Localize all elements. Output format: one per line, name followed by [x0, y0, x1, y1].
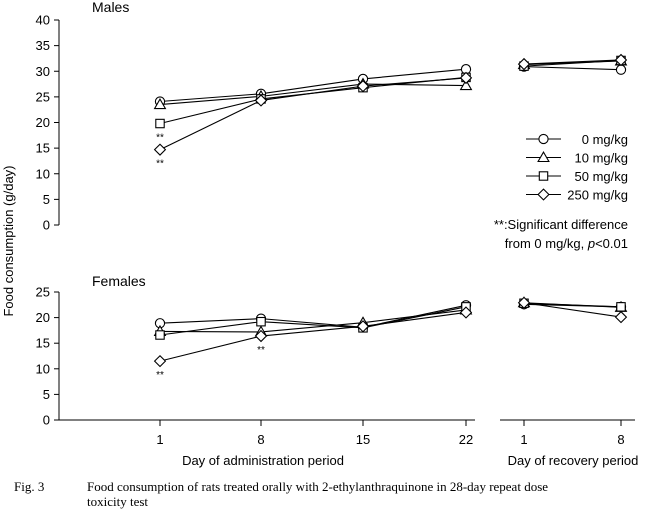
females-data-point-diamond: [614, 310, 628, 324]
males-panel: 0 5 10 15 20 25 30 35 40 Males ** **: [36, 0, 628, 233]
males-significance-mark: **: [156, 133, 164, 144]
legend-marker-triangle: [537, 150, 550, 163]
males-y-tick-label: 40: [36, 13, 50, 28]
significance-note-prefix: from 0 mg/kg,: [505, 236, 588, 251]
figure-label: Fig. 3: [14, 479, 45, 494]
legend: 0 mg/kg 10 mg/kg 50 mg/kg 250 mg/kg: [526, 132, 628, 203]
females-data-point-diamond: [517, 296, 531, 309]
females-y-tick-label: 20: [36, 310, 50, 325]
males-data-point-circle: [615, 64, 627, 75]
legend-label: 50 mg/kg: [575, 169, 628, 184]
females-data-point-square: [256, 316, 266, 327]
y-axis-label: Food consumption (g/day): [1, 165, 16, 316]
legend-marker-square: [538, 171, 549, 181]
males-significance-mark: **: [156, 159, 164, 170]
females-series-line-admin: [159, 309, 467, 333]
legend-label: 10 mg/kg: [575, 151, 628, 166]
x-tick-label: 15: [356, 432, 370, 447]
significance-note-threshold: <0.01: [595, 236, 628, 251]
significance-note-line1: **:Significant difference: [494, 217, 628, 232]
males-y-tick-label: 5: [43, 192, 50, 207]
males-data-point-diamond: [254, 94, 268, 107]
x-tick-label: 22: [459, 432, 473, 447]
males-y-tick-label: 20: [36, 115, 50, 130]
males-data-point-diamond: [614, 53, 628, 67]
x-tick-label: 1: [156, 432, 163, 447]
x-tick-label: 1: [520, 432, 527, 447]
females-series-line-admin: [159, 306, 467, 336]
legend-marker-circle: [538, 133, 549, 145]
males-data-point-square: [155, 118, 165, 129]
x-axis-label-administration: Day of administration period: [182, 453, 344, 468]
females-series-line-admin: [159, 311, 467, 362]
food-consumption-chart: 0 5 10 15 20 25 30 35 40 Males ** ** 0 5 10 15 20 25 Femal…: [1, 0, 639, 468]
males-data-point-triangle: [153, 98, 167, 110]
x-axis-label-recovery: Day of recovery period: [508, 453, 639, 468]
females-data-point-square: [155, 330, 165, 340]
females-data-point-diamond: [459, 306, 473, 319]
males-y-tick-label: 30: [36, 64, 50, 79]
males-data-point-triangle: [459, 79, 473, 91]
females-data-point-diamond: [254, 329, 268, 343]
females-panel: 0 5 10 15 20 25 Females ** **: [36, 273, 628, 428]
females-y-tick-label: 25: [36, 285, 50, 300]
females-y-tick-label: 5: [43, 387, 50, 402]
females-y-tick-label: 10: [36, 361, 50, 376]
figure-caption: Fig. 3 Food consumption of rats treated o…: [14, 479, 639, 509]
males-data-point-diamond: [459, 71, 473, 85]
x-tick-label: 8: [617, 432, 624, 447]
males-data-point-diamond: [517, 57, 531, 71]
females-series-line-recovery: [523, 302, 622, 308]
figure-caption-text-line2: toxicity test: [87, 494, 149, 509]
significance-note-text: :Significant difference: [504, 217, 628, 232]
males-series-line-admin: [159, 77, 467, 151]
males-series-line-recovery: [523, 59, 622, 65]
females-y-tick-label: 15: [36, 336, 50, 351]
males-y-tick-label: 15: [36, 141, 50, 156]
females-data-point-diamond: [153, 354, 167, 368]
females-series-line-recovery: [523, 302, 622, 318]
females-panel-title: Females: [92, 273, 146, 289]
males-data-point-diamond: [356, 79, 370, 93]
males-y-tick-label: 35: [36, 38, 50, 53]
males-series-line-admin: [159, 68, 467, 103]
females-data-point-diamond: [356, 320, 370, 333]
significance-note-mark: **: [494, 217, 504, 232]
males-data-point-diamond: [153, 143, 167, 156]
females-y-tick-label: 0: [43, 413, 50, 428]
x-tick-label: 8: [257, 432, 264, 447]
legend-label: 0 mg/kg: [582, 132, 628, 147]
legend-label: 250 mg/kg: [567, 188, 628, 203]
females-significance-mark: **: [257, 345, 265, 356]
males-panel-title: Males: [92, 0, 129, 15]
males-series-line-admin: [159, 83, 467, 106]
males-series-line-recovery: [523, 66, 622, 71]
females-significance-mark: **: [156, 370, 164, 381]
males-y-tick-label: 25: [36, 89, 50, 104]
females-data-point-square: [616, 302, 626, 312]
males-y-tick-label: 0: [43, 218, 50, 233]
significance-note-line2: from 0 mg/kg, p<0.01: [505, 236, 628, 251]
males-series-line-recovery: [523, 59, 622, 67]
significance-note-p: p: [587, 236, 595, 251]
males-y-tick-label: 10: [36, 166, 50, 181]
legend-marker-diamond: [537, 188, 550, 201]
figure-caption-text-line1: Food consumption of rats treated orally …: [87, 479, 549, 494]
